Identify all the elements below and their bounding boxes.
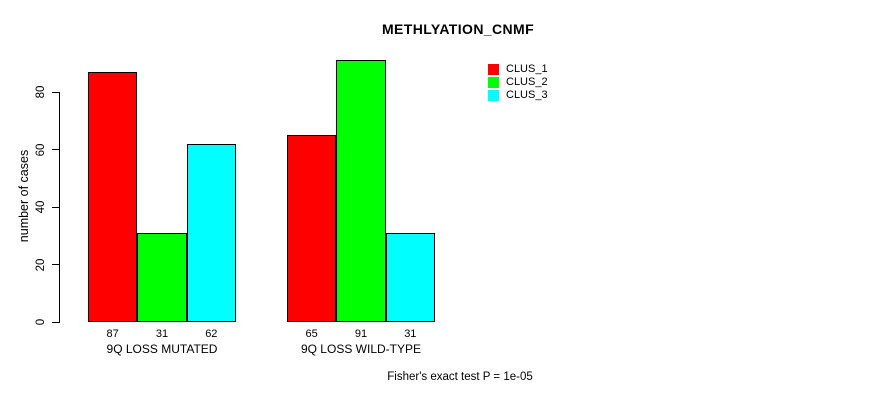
legend-color-swatch <box>488 90 499 101</box>
y-tick-label: 60 <box>35 143 47 156</box>
bar-value-label: 65 <box>305 328 318 340</box>
y-tick-mark <box>52 91 59 93</box>
bar-clus_2-group1 <box>137 232 187 322</box>
legend-item-label: CLUS_2 <box>506 76 548 88</box>
y-axis-line <box>59 92 60 323</box>
y-tick-label: 0 <box>35 318 47 326</box>
legend: CLUS_1 CLUS_2 CLUS_3 <box>488 63 548 102</box>
bar-value-label: 91 <box>354 328 368 340</box>
y-tick-label: 40 <box>35 200 47 214</box>
bar-value-label: 87 <box>106 328 119 340</box>
bar-clus_2-group2 <box>336 60 386 322</box>
bar-clus_3-group1 <box>186 143 236 322</box>
legend-item-label: CLUS_1 <box>506 63 548 75</box>
pvalue-annotation: Fisher's exact test P = 1e-05 <box>387 371 533 383</box>
bar-value-label: 31 <box>404 328 417 340</box>
y-tick-mark <box>52 321 59 323</box>
y-tick-mark <box>52 149 59 150</box>
y-tick-label: 20 <box>35 258 47 271</box>
y-tick-mark <box>52 264 59 265</box>
legend-item: CLUS_1 <box>488 63 548 76</box>
bar-clus_3-group2 <box>385 232 435 322</box>
legend-item-label: CLUS_3 <box>506 89 548 101</box>
legend-item: CLUS_3 <box>488 89 548 102</box>
y-tick-label: 80 <box>35 85 47 99</box>
legend-item: CLUS_2 <box>488 76 548 89</box>
x-category-label: 9Q LOSS WILD-TYPE <box>300 342 421 356</box>
legend-color-swatch <box>488 77 499 88</box>
bar-clus_1-group1 <box>88 71 138 322</box>
y-tick-mark <box>52 206 59 208</box>
y-axis-label: number of cases <box>17 149 31 243</box>
x-category-label: 9Q LOSS MUTATED <box>106 342 218 356</box>
bar-value-label: 31 <box>155 328 169 340</box>
chart-title: METHLYATION_CNMF <box>381 21 535 37</box>
bar-clus_1-group2 <box>287 135 337 322</box>
bar-value-label: 62 <box>205 328 218 340</box>
legend-color-swatch <box>488 64 499 75</box>
